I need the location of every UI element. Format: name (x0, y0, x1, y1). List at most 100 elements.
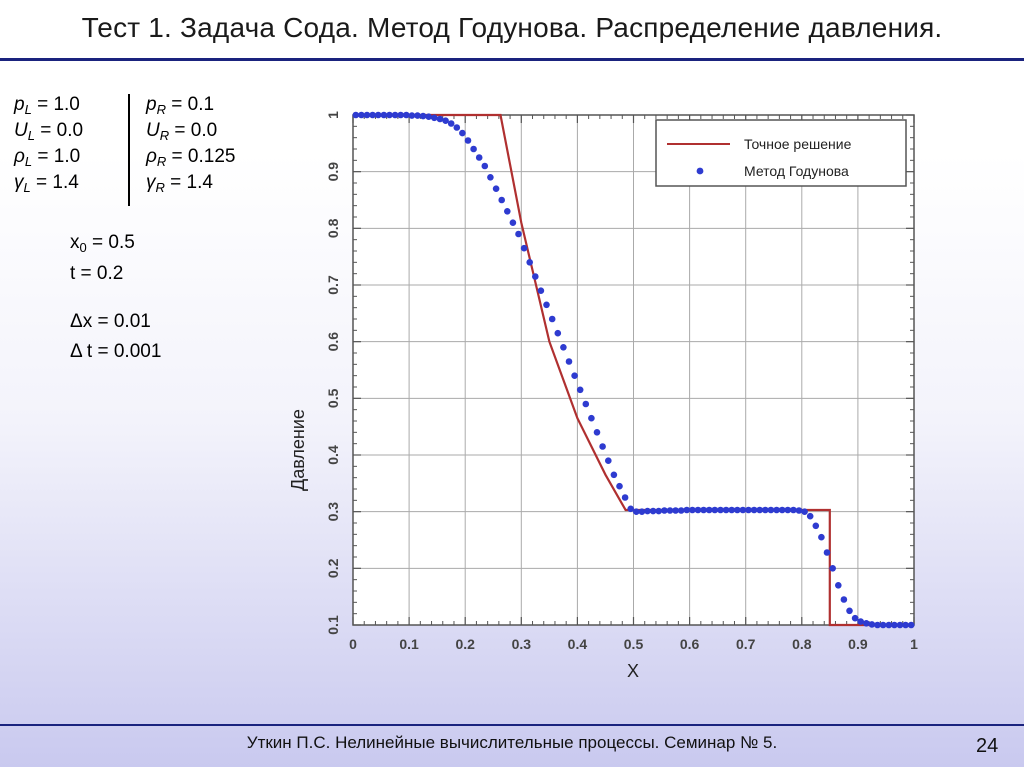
params-divider (128, 94, 130, 206)
godunov-point (537, 287, 545, 294)
godunov-point (705, 506, 713, 514)
godunov-point (683, 506, 691, 514)
x-tick-label: 0.9 (848, 636, 868, 652)
godunov-point (520, 244, 528, 252)
godunov-point (621, 494, 629, 501)
x-tick-label: 0.5 (624, 636, 644, 652)
godunov-point (846, 607, 853, 615)
y-tick-label: 0.7 (325, 275, 341, 295)
godunov-point (453, 124, 461, 131)
godunov-point (363, 111, 371, 119)
footer-rule (0, 724, 1024, 726)
godunov-point (380, 111, 388, 119)
param-dt: Δ t = 0.001 (70, 341, 162, 362)
y-tick-label: 1 (325, 111, 341, 119)
x-tick-label: 1 (910, 636, 918, 652)
godunov-point (447, 120, 455, 127)
y-tick-label: 0.4 (325, 445, 341, 465)
param-x0: x0 = 0.5 (70, 232, 135, 255)
y-tick-label: 0.2 (325, 558, 341, 578)
legend-marker-swatch (696, 167, 704, 175)
x-tick-label: 0.8 (792, 636, 812, 652)
godunov-point (689, 506, 696, 514)
godunov-point (672, 507, 679, 514)
godunov-point (616, 482, 623, 490)
legend-label-exact: Точное решение (744, 136, 852, 152)
godunov-point (806, 512, 814, 520)
godunov-point (661, 507, 668, 514)
godunov-point (442, 117, 449, 124)
godunov-point (902, 621, 909, 629)
godunov-point (610, 471, 618, 479)
right-state-params: pR = 0.1 UR = 0.0 ρR = 0.125 γR = 1.4 (146, 92, 235, 196)
godunov-point (896, 621, 904, 629)
godunov-point (700, 506, 707, 514)
title-rule (0, 58, 1024, 61)
godunov-point (487, 174, 494, 181)
godunov-point (835, 582, 842, 589)
godunov-point (492, 185, 500, 192)
godunov-point (459, 129, 466, 137)
param-rho-left: ρL = 1.0 (14, 146, 81, 169)
godunov-point (784, 506, 792, 514)
godunov-point (823, 549, 831, 556)
y-tick-label: 0.6 (325, 332, 341, 352)
godunov-point (717, 506, 724, 514)
godunov-point (386, 111, 393, 119)
godunov-point (509, 219, 517, 226)
page-number: 24 (976, 735, 999, 757)
godunov-point (419, 112, 427, 120)
godunov-point (627, 505, 634, 513)
godunov-point (644, 507, 651, 515)
godunov-point (677, 507, 685, 514)
legend-label-godunov: Метод Годунова (744, 163, 849, 179)
godunov-point (481, 162, 489, 170)
godunov-point (750, 506, 758, 514)
godunov-point (408, 112, 416, 119)
x-tick-label: 0.1 (399, 636, 419, 652)
godunov-point (582, 400, 590, 408)
godunov-point (694, 506, 702, 514)
godunov-point (599, 443, 606, 450)
godunov-point (879, 621, 887, 629)
godunov-point (666, 507, 674, 514)
godunov-point (532, 273, 539, 280)
godunov-point (571, 372, 578, 380)
godunov-point (391, 111, 399, 119)
godunov-point (812, 522, 820, 530)
y-tick-label: 0.5 (325, 388, 341, 408)
godunov-point (773, 506, 780, 514)
godunov-point (358, 111, 365, 119)
y-tick-label: 0.3 (325, 502, 341, 522)
x-axis-label: X (627, 661, 639, 681)
godunov-point (403, 111, 410, 119)
x-tick-label: 0.7 (736, 636, 756, 652)
godunov-point (526, 259, 533, 266)
y-tick-labels: 0.1 0.2 0.3 0.4 0.5 0.6 0.7 0.8 0.9 1 (325, 111, 341, 635)
godunov-point (739, 506, 747, 514)
godunov-point (548, 315, 556, 323)
godunov-point (352, 111, 360, 119)
godunov-point (795, 507, 803, 514)
godunov-point (818, 533, 825, 541)
godunov-point (374, 111, 382, 119)
legend: Точное решение Метод Годунова (655, 119, 907, 187)
pressure-chart: 0 0.1 0.2 0.3 0.4 0.5 0.6 0.7 0.8 0.9 1 0.10.20.30… (288, 111, 918, 681)
godunov-point (801, 508, 808, 515)
param-dx: Δx = 0.01 (70, 311, 151, 332)
legend-box (655, 119, 907, 187)
godunov-point (369, 111, 376, 119)
godunov-point (464, 137, 472, 144)
godunov-point (840, 596, 848, 603)
godunov-point (588, 414, 595, 422)
slide-title: Тест 1. Задача Сода. Метод Годунова. Рас… (81, 12, 943, 43)
godunov-point (885, 621, 893, 629)
plot-frame (352, 114, 915, 626)
godunov-point (857, 618, 864, 625)
x-tick-label: 0.6 (680, 636, 700, 652)
godunov-point (554, 329, 562, 337)
godunov-point (874, 621, 881, 629)
godunov-point (515, 230, 522, 238)
title-bar: Тест 1. Задача Сода. Метод Годунова. Рас… (0, 0, 1024, 58)
godunov-point (756, 506, 763, 514)
